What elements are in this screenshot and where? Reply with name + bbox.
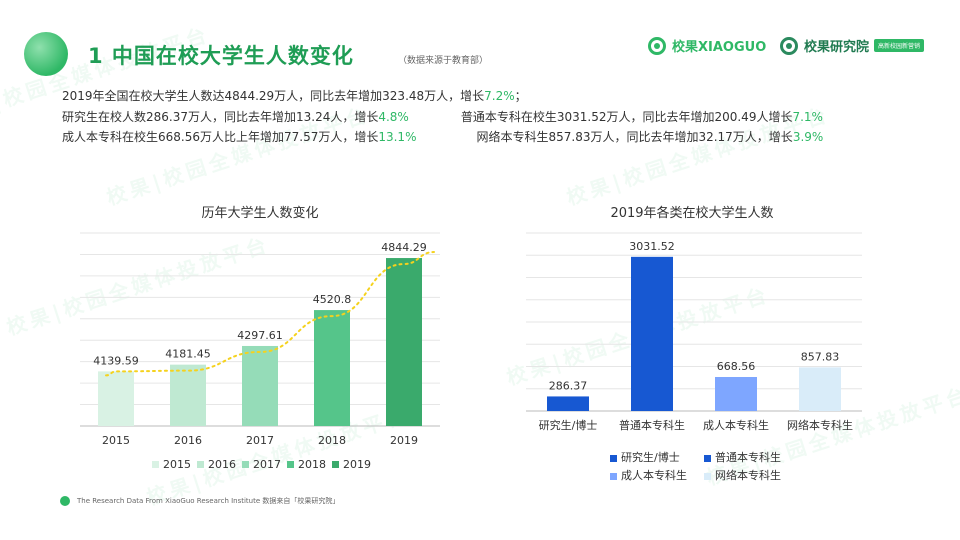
data-label: 4844.29 xyxy=(381,241,427,254)
growth-percent: 13.1% xyxy=(378,130,417,144)
chart-legend-yearly: 2015 2016 2017 2018 2019 xyxy=(152,458,392,471)
x-tick-label: 研究生/博士 xyxy=(539,418,598,432)
legend-swatch xyxy=(197,461,204,468)
bar-2019 xyxy=(386,258,422,426)
bar-2017 xyxy=(242,345,278,426)
legend-label: 2015 xyxy=(163,458,191,471)
source-note: （数据来源于教育部） xyxy=(398,56,489,66)
data-label: 286.37 xyxy=(549,379,588,392)
growth-percent: 4.8% xyxy=(378,109,409,124)
bar-2015 xyxy=(98,371,134,426)
summary-text-part: 网络本专科生857.83万人，同比去年增加32.17万人，增长 xyxy=(476,130,793,144)
legend-label: 网络本专科生 xyxy=(715,469,781,482)
bar-普通本专科生 xyxy=(631,256,673,411)
footer-text: The Research Data From XiaoGuo Research … xyxy=(77,497,340,505)
data-label: 857.83 xyxy=(801,350,840,363)
footer: The Research Data From XiaoGuo Research … xyxy=(60,496,339,506)
summary-text-part: 成人本专科在校生668.56万人比上年增加77.57万人，增长 xyxy=(62,130,379,144)
legend-item: 网络本专科生 xyxy=(704,467,792,485)
legend-label: 2017 xyxy=(253,458,281,471)
brand-name: 校果研究院 xyxy=(804,40,870,55)
legend-swatch xyxy=(287,461,294,468)
summary-text-part: 普通本专科在校生3031.52万人，同比去年增加200.49人增长 xyxy=(460,109,793,124)
chart-legend-categories: 研究生/博士 普通本专科生成人本专科生 网络本专科生 xyxy=(610,449,800,485)
brand-logo-secondary: 校果研究院 高新校园新营销 xyxy=(780,36,925,55)
data-label: 668.56 xyxy=(717,360,756,373)
bar-2016 xyxy=(170,364,206,426)
legend-swatch xyxy=(242,461,249,468)
legend-item: 2016 xyxy=(197,458,236,471)
bar-2018 xyxy=(314,310,350,426)
chart-title-yearly: 历年大学生人数变化 xyxy=(201,206,319,221)
legend-swatch xyxy=(610,454,617,462)
bar-成人本专科生 xyxy=(715,376,757,411)
brand-name: 校果XIAOGUO xyxy=(672,40,767,55)
legend-item: 2017 xyxy=(242,458,281,471)
legend-item: 2015 xyxy=(152,458,191,471)
brand-logo-icon xyxy=(780,36,798,55)
trendline xyxy=(105,251,435,377)
legend-swatch xyxy=(610,472,617,480)
legend-label: 2018 xyxy=(298,458,326,471)
x-tick-label: 2019 xyxy=(390,434,418,447)
summary-line: 2019年全国在校大学生人数达4844.29万人，同比去年增加323.48万人，… xyxy=(62,86,823,107)
title-accent-circle xyxy=(24,32,68,76)
x-tick-label: 2017 xyxy=(246,434,274,447)
brand-logo-primary: 校果XIAOGUO xyxy=(648,36,766,55)
x-tick-label: 2018 xyxy=(318,434,346,447)
x-tick-label: 普通本专科生 xyxy=(619,418,685,432)
x-tick-label: 2016 xyxy=(174,434,202,447)
bar-网络本专科生 xyxy=(799,367,841,411)
data-label: 4181.45 xyxy=(165,348,211,361)
brand-tag: 高新校园新营销 xyxy=(874,39,925,52)
summary-text: 2019年全国在校大学生人数达4844.29万人，同比去年增加323.48万人，… xyxy=(62,86,823,148)
bar-研究生/博士 xyxy=(547,396,589,411)
brand-logo-icon xyxy=(648,36,666,55)
page-title: 1 中国在校大学生人数变化 xyxy=(88,44,354,68)
data-label: 4297.61 xyxy=(237,329,283,342)
x-tick-label: 2015 xyxy=(102,434,130,447)
growth-percent: 7.1% xyxy=(792,109,823,124)
footer-dot-icon xyxy=(60,496,70,506)
legend-swatch xyxy=(332,461,339,468)
data-label: 3031.52 xyxy=(629,240,675,253)
data-label: 4139.59 xyxy=(93,354,139,367)
legend-swatch xyxy=(152,461,159,468)
chart-title-categories: 2019年各类在校大学生人数 xyxy=(610,206,774,221)
summary-text-part: ； xyxy=(514,89,527,103)
summary-line: 研究生在校人数286.37万人，同比去年增加13.24人，增长4.8% 普通本专科… xyxy=(62,107,823,128)
summary-text-part: 研究生在校人数286.37万人，同比去年增加13.24人，增长 xyxy=(62,109,379,124)
legend-item: 研究生/博士 xyxy=(610,449,698,467)
legend-label: 成人本专科生 xyxy=(621,469,687,482)
legend-label: 2016 xyxy=(208,458,236,471)
summary-text-part: 2019年全国在校大学生人数达4844.29万人，同比去年增加323.48万人，… xyxy=(62,89,485,103)
x-tick-label: 成人本专科生 xyxy=(703,418,769,432)
legend-label: 普通本专科生 xyxy=(715,451,781,464)
growth-percent: 7.2% xyxy=(484,89,515,103)
legend-item: 成人本专科生 xyxy=(610,467,698,485)
growth-percent: 3.9% xyxy=(792,130,824,144)
legend-swatch xyxy=(704,472,711,480)
legend-swatch xyxy=(704,454,711,462)
legend-label: 研究生/博士 xyxy=(621,451,680,464)
legend-item: 2019 xyxy=(332,458,371,471)
legend-item: 2018 xyxy=(287,458,326,471)
summary-line: 成人本专科在校生668.56万人比上年增加77.57万人，增长13.1% 网络本专… xyxy=(62,127,823,148)
data-label: 4520.8 xyxy=(313,293,352,306)
x-tick-label: 网络本专科生 xyxy=(787,418,853,432)
legend-label: 2019 xyxy=(343,458,371,471)
legend-item: 普通本专科生 xyxy=(704,449,792,467)
